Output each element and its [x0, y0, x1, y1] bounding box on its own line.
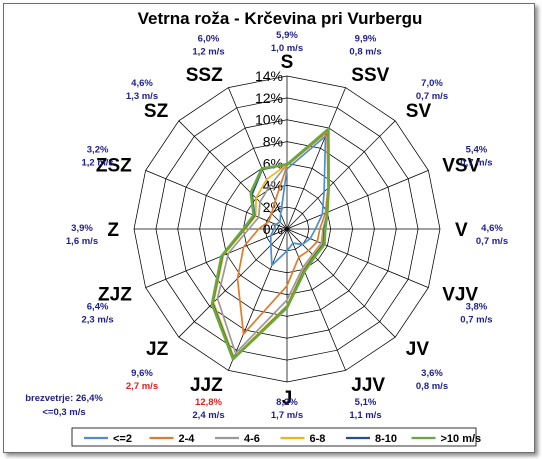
r-tick-label: 0% [263, 221, 283, 237]
annotation-speed: 1,7 m/s [271, 410, 303, 421]
annotation-speed: 0,7 m/s [460, 315, 492, 326]
grid-spoke [286, 228, 429, 288]
direction-label: SV [406, 101, 432, 122]
legend-label: 4-6 [244, 433, 260, 445]
direction-labels: S SSV SV VSV V VJV JV JJV J JJZ JZ ZJZ Z ZSZ SZ SSZ [96, 52, 481, 409]
grid-spoke [286, 228, 396, 338]
direction-label: JJV [351, 375, 385, 396]
annotation-percent: 5,1% [355, 397, 377, 408]
direction-label: S [281, 52, 294, 73]
series-line [210, 127, 331, 361]
annotation-percent: 4,6% [131, 78, 153, 89]
calm-speed: <=0,3 m/s [42, 407, 85, 418]
series-lines [210, 127, 331, 361]
r-tick-label: 14% [255, 68, 283, 84]
annotation-percent: 6,4% [87, 302, 109, 313]
calm-percent: brezvetrje: 26,4% [25, 393, 103, 404]
annotation-speed: 1,6 m/s [66, 236, 98, 247]
legend-label: 8-10 [375, 433, 397, 445]
legend-label: >10 m/s [441, 433, 482, 445]
annotation-percent: 5,4% [466, 145, 488, 156]
direction-label: VJV [442, 284, 478, 305]
direction-label: JZ [146, 339, 169, 360]
annotation-speed: 2,4 m/s [192, 410, 224, 421]
annotation-percent: 3,6% [421, 368, 443, 379]
series-line [236, 131, 329, 335]
annotation-percent: 5,9% [276, 30, 298, 41]
annotation-percent: 9,9% [355, 34, 377, 45]
annotation-percent: 6,0% [198, 34, 220, 45]
chart-frame [3, 3, 535, 453]
series-line [269, 135, 327, 267]
annotation-speed: 1,2 m/s [192, 47, 224, 58]
annotation-speed: 0,8 m/s [349, 47, 381, 58]
radial-ticks: 0%2%4%6%8%10%12%14% [255, 68, 283, 237]
annotation-percent: 9,6% [131, 368, 153, 379]
annotation-percent: 4,6% [481, 223, 503, 234]
direction-label: SSV [351, 65, 389, 86]
chart-title: Vetrna roža - Krčevina pri Vurbergu [138, 9, 423, 28]
direction-label: JV [406, 339, 430, 360]
annotation-speed: 0,7 m/s [416, 91, 448, 102]
r-tick-label: 10% [255, 112, 283, 128]
annotation-speed: 2,3 m/s [81, 315, 113, 326]
annotation-percent: 8,2% [276, 397, 298, 408]
annotation-speed: 0,8 m/s [416, 381, 448, 392]
annotation-percent: 3,2% [87, 145, 109, 156]
annotation-speed: 1,0 m/s [271, 43, 303, 54]
annotation-percent: 3,9% [71, 223, 93, 234]
annotation-percent: 7,0% [421, 78, 443, 89]
direction-label: JJZ [190, 375, 223, 396]
legend-label: 6-8 [310, 433, 326, 445]
grid-spoke [178, 120, 288, 230]
direction-label: V [455, 220, 468, 241]
annotation-speed: 1,3 m/s [126, 91, 158, 102]
annotation-speed: 1,1 m/s [349, 410, 381, 421]
grid-spoke [228, 87, 288, 230]
legend-label: <=2 [113, 433, 132, 445]
direction-annotations: 5,9% 1,0 m/s 9,9% 0,8 m/s 7,0% 0,7 m/s 5,4% 0,7… [66, 30, 508, 421]
calm-annotation: brezvetrje: 26,4% <=0,3 m/s [25, 393, 103, 418]
grid-spoke [145, 228, 288, 288]
direction-label: SSZ [186, 65, 223, 86]
r-tick-label: 8% [263, 134, 283, 150]
radar-grid [133, 75, 441, 383]
legend: <=2 2-4 4-6 6-8 8-10 >10 m/s [84, 433, 481, 445]
legend-label: 2-4 [179, 433, 196, 445]
grid-spoke [286, 87, 346, 230]
grid-spoke [178, 228, 288, 338]
grid-spoke [286, 228, 346, 371]
legend-box [71, 427, 477, 447]
annotation-percent: 3,8% [466, 302, 488, 313]
direction-label: Z [107, 220, 119, 241]
grid-spoke [228, 228, 288, 371]
direction-label: ZJZ [98, 284, 132, 305]
annotation-percent: 12,8% [195, 397, 222, 408]
direction-label: VSV [442, 156, 480, 177]
direction-label: J [282, 388, 293, 409]
grid-spoke [145, 170, 288, 230]
annotation-speed: 0,7 m/s [476, 236, 508, 247]
direction-label: SZ [144, 101, 169, 122]
annotation-speed: 1,2 m/s [81, 158, 113, 169]
grid-spoke [286, 120, 396, 230]
annotation-speed: 2,7 m/s [126, 381, 158, 392]
r-tick-label: 12% [255, 90, 283, 106]
direction-label: ZSZ [96, 156, 132, 177]
grid-spoke [286, 170, 429, 230]
annotation-speed: 0,7 m/s [460, 158, 492, 169]
